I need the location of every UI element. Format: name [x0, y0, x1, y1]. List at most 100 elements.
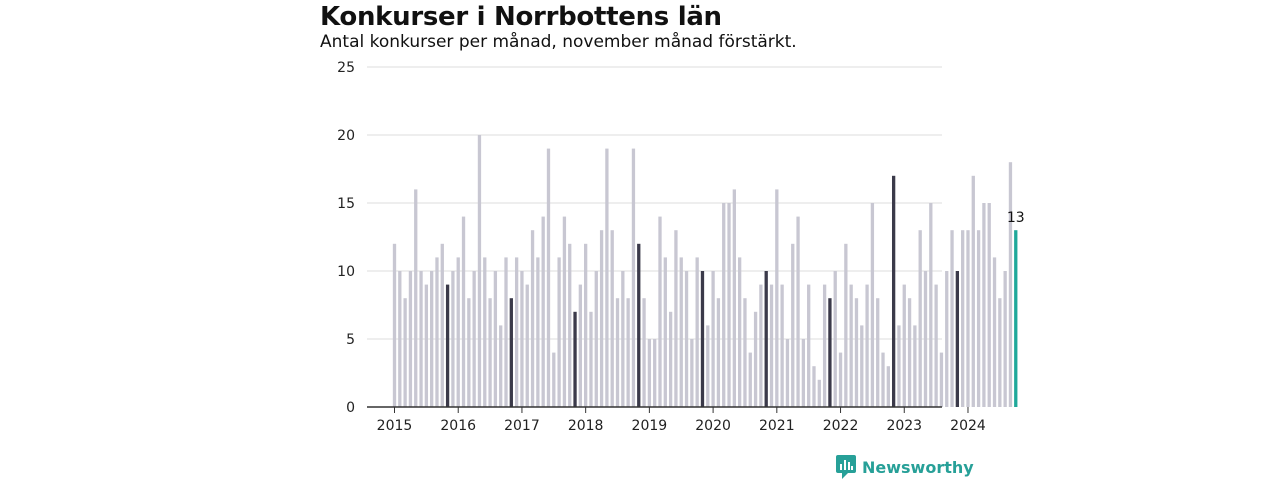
bar	[971, 175, 975, 407]
y-tick-label: 25	[337, 60, 355, 76]
bar	[695, 257, 699, 407]
bar	[743, 298, 747, 407]
bar	[541, 216, 545, 407]
bar	[509, 298, 513, 407]
bar	[838, 352, 843, 407]
y-tick-label: 5	[346, 332, 355, 348]
x-tick-label: 2020	[695, 418, 731, 434]
bar	[987, 203, 991, 407]
bar	[483, 257, 487, 407]
bar	[801, 339, 806, 407]
bar	[1014, 230, 1018, 407]
bar	[530, 230, 535, 407]
bar	[706, 325, 710, 407]
bar	[759, 284, 763, 407]
bar	[679, 257, 683, 407]
bar	[514, 257, 519, 407]
bar	[738, 257, 742, 407]
bar	[621, 271, 625, 407]
bar	[392, 243, 397, 407]
bar	[568, 243, 572, 407]
bar	[976, 230, 981, 407]
bar	[955, 271, 960, 407]
bar	[557, 257, 561, 407]
bar	[552, 352, 556, 407]
bar	[934, 284, 938, 407]
bar	[546, 148, 551, 407]
bar	[902, 284, 906, 407]
bar	[722, 203, 726, 407]
bar	[918, 230, 922, 407]
bar	[817, 379, 821, 407]
data-label: 13	[1007, 210, 1025, 226]
bar	[408, 271, 413, 407]
bar	[870, 203, 875, 407]
bar	[727, 203, 731, 407]
bar	[881, 352, 885, 407]
bar	[631, 148, 636, 407]
bar	[610, 230, 614, 407]
bar	[785, 339, 790, 407]
bar	[456, 257, 460, 407]
bar	[445, 284, 450, 407]
bar	[753, 311, 758, 407]
bar	[748, 352, 752, 407]
bar	[573, 311, 577, 407]
bar	[525, 284, 529, 407]
bar	[647, 339, 652, 407]
bar	[668, 311, 673, 407]
bar	[493, 271, 498, 407]
bar	[488, 298, 492, 407]
chart-subtitle: Antal konkurser per månad, november måna…	[320, 32, 797, 52]
bar	[791, 243, 795, 407]
bar	[424, 284, 429, 407]
bar	[769, 284, 774, 407]
x-tick-label: 2015	[377, 418, 413, 434]
bar	[477, 135, 482, 407]
x-tick-label: 2016	[440, 418, 476, 434]
bar	[504, 257, 508, 407]
bar	[966, 230, 970, 407]
bar	[599, 230, 604, 407]
x-tick-label: 2024	[950, 418, 986, 434]
chart-title: Konkurser i Norrbottens län	[320, 2, 722, 32]
bar	[992, 257, 997, 407]
bar	[414, 189, 418, 407]
bar	[684, 271, 689, 407]
x-tick-label: 2022	[823, 418, 859, 434]
bar	[844, 243, 848, 407]
bar	[461, 216, 466, 407]
bar	[578, 284, 582, 407]
y-tick-label: 10	[337, 264, 355, 280]
x-tick-label: 2021	[759, 418, 795, 434]
bar	[1008, 162, 1013, 407]
bar	[440, 243, 444, 407]
bar	[796, 216, 800, 407]
bar	[961, 230, 965, 407]
x-tick-label: 2023	[886, 418, 922, 434]
bar	[876, 298, 880, 407]
bar	[467, 298, 471, 407]
y-tick-label: 0	[346, 400, 355, 416]
bar	[732, 189, 736, 407]
bar	[822, 284, 827, 407]
bar	[642, 298, 646, 407]
x-tick-label: 2018	[568, 418, 604, 434]
x-tick-label: 2017	[504, 418, 540, 434]
bar	[923, 271, 928, 407]
bar	[536, 257, 540, 407]
bar	[833, 271, 837, 407]
bar	[637, 243, 641, 407]
bar	[1003, 271, 1007, 407]
x-tick-label: 2019	[632, 418, 668, 434]
bar	[499, 325, 503, 407]
bar	[886, 366, 890, 407]
bar	[807, 284, 811, 407]
bar	[589, 311, 593, 407]
bar	[562, 216, 567, 407]
bar	[929, 203, 933, 407]
bar	[998, 298, 1002, 407]
bar	[939, 352, 944, 407]
bar	[584, 243, 588, 407]
